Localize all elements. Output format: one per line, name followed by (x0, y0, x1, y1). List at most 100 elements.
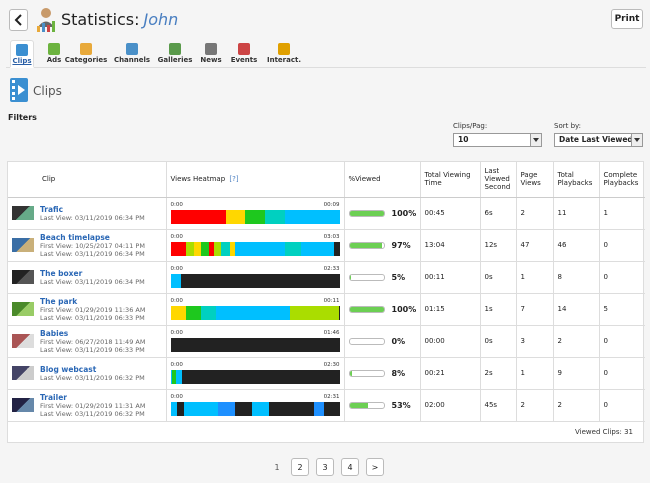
heatmap-cell: 0:00 02:30 (166, 357, 345, 390)
clip-name-link[interactable]: Babies (40, 328, 69, 338)
pct-viewed-fill (349, 306, 384, 312)
tab-icon (278, 43, 290, 55)
heatmap-end: 03:03 (323, 233, 340, 240)
heatmap-segment (217, 401, 235, 416)
heatmap-segment (170, 337, 340, 352)
clip-thumbnail[interactable] (12, 302, 34, 316)
header-complete-playbacks[interactable]: Complete Playbacks (599, 162, 645, 198)
pct-viewed-cell: 5% (344, 261, 421, 294)
clip-thumbnail[interactable] (12, 206, 34, 220)
total-playbacks: 8 (553, 261, 600, 294)
pct-viewed-cell: 100% (344, 197, 421, 230)
pct-viewed-fill (349, 274, 352, 280)
last-viewed-second: 6s (480, 197, 517, 230)
header-total-viewing-time[interactable]: Total Viewing Time (420, 162, 481, 198)
pct-viewed-fill (349, 370, 353, 376)
page-button[interactable]: 3 (316, 458, 334, 476)
clip-name-link[interactable]: The park (40, 296, 78, 306)
heatmap-segment (285, 241, 301, 256)
section-tabs: Clips Ads Categories Channels Galleries News E… (6, 40, 646, 68)
back-button[interactable] (9, 9, 28, 31)
table-row: Trafic Last View: 03/11/2019 06:34 PM 0:0… (8, 197, 645, 230)
print-button[interactable]: Print (611, 9, 643, 29)
tab-channels[interactable]: Channels (112, 40, 152, 68)
clip-cell: Trafic Last View: 03/11/2019 06:34 PM (8, 197, 167, 230)
clip-thumbnail[interactable] (12, 366, 34, 380)
sort-by-value: Date Last Viewed (559, 135, 633, 144)
tab-events[interactable]: Events (229, 40, 259, 68)
header-last-viewed-second[interactable]: Last Viewed Second (480, 162, 517, 198)
pct-viewed-track (348, 273, 385, 281)
tab-news[interactable]: News (199, 40, 223, 68)
page-button[interactable]: 4 (341, 458, 359, 476)
pct-viewed-track (348, 241, 385, 249)
heatmap-segment (290, 305, 340, 320)
clip-date: First View: 10/25/2017 04:11 PM (40, 241, 145, 250)
header-total-playbacks[interactable]: Total Playbacks (553, 162, 600, 198)
tab-galleries[interactable]: Galleries (156, 40, 194, 68)
tab-clips[interactable]: Clips (10, 40, 34, 68)
header-pct-viewed[interactable]: %Viewed (344, 162, 421, 198)
clip-date: Last View: 03/11/2019 06:34 PM (40, 277, 145, 286)
heatmap-segment (324, 401, 340, 416)
complete-playbacks: 0 (599, 325, 645, 358)
clip-name-link[interactable]: The boxer (40, 268, 83, 278)
total-playbacks: 2 (553, 389, 600, 422)
tab-icon (48, 43, 60, 55)
header-clip[interactable]: Clip (8, 162, 167, 198)
views-heatmap-bar (170, 337, 340, 352)
clips-film-icon (10, 78, 28, 102)
tab-label: Ads (46, 56, 62, 64)
heatmap-help-link[interactable]: [?] (229, 175, 239, 184)
filters-label: Filters (8, 113, 37, 122)
heatmap-start: 0:00 (170, 329, 183, 336)
clip-name-link[interactable]: Beach timelapse (40, 232, 110, 242)
heatmap-start: 0:00 (170, 233, 183, 240)
clip-thumbnail[interactable] (12, 334, 34, 348)
pct-viewed-track (348, 369, 385, 377)
chevron-left-icon (14, 14, 22, 26)
sort-by-select[interactable]: Date Last Viewed (554, 133, 643, 147)
tab-ads[interactable]: Ads (42, 40, 66, 68)
sort-by-label: Sort by: (554, 122, 582, 130)
header-page-views[interactable]: Page Views (516, 162, 554, 198)
total-viewing-time: 13:04 (420, 229, 481, 262)
heatmap-cell: 0:00 00:11 (166, 293, 345, 326)
heatmap-segment (182, 369, 340, 384)
clip-name-link[interactable]: Trailer (40, 392, 67, 402)
user-statistics-icon (37, 8, 55, 32)
tab-label: Clips (12, 57, 32, 65)
tab-icon (238, 43, 250, 55)
heatmap-end: 00:11 (323, 297, 340, 304)
clips-per-page-select[interactable]: 10 (453, 133, 542, 147)
total-viewing-time: 00:45 (420, 197, 481, 230)
heatmap-segment (170, 305, 186, 320)
clips-per-page-value: 10 (458, 135, 469, 144)
next-page-button[interactable]: > (366, 458, 384, 476)
clip-thumbnail[interactable] (12, 238, 34, 252)
views-heatmap-bar (170, 241, 340, 256)
pct-viewed-fill (349, 210, 384, 216)
total-viewing-time: 00:11 (420, 261, 481, 294)
clips-per-page-label: Clips/Pag: (453, 122, 488, 130)
tab-interact[interactable]: Interact. (266, 40, 302, 68)
heatmap-segment (234, 401, 252, 416)
pct-viewed-cell: 53% (344, 389, 421, 422)
tab-categories[interactable]: Categories (64, 40, 108, 68)
clip-name-link[interactable]: Blog webcast (40, 364, 97, 374)
complete-playbacks: 5 (599, 293, 645, 326)
clip-thumbnail[interactable] (12, 270, 34, 284)
heatmap-cell: 0:00 03:03 (166, 229, 345, 262)
heatmap-cell: 0:00 02:31 (166, 389, 345, 422)
total-viewing-time: 01:15 (420, 293, 481, 326)
views-heatmap-bar (170, 401, 340, 416)
clip-date: Last View: 03/11/2019 06:32 PM (40, 373, 145, 382)
clip-date: Last View: 03/11/2019 06:34 PM (40, 249, 145, 258)
clip-thumbnail[interactable] (12, 398, 34, 412)
page-button[interactable]: 2 (291, 458, 309, 476)
heatmap-segment (251, 401, 269, 416)
complete-playbacks: 0 (599, 261, 645, 294)
clip-name-link[interactable]: Trafic (40, 204, 64, 214)
last-viewed-second: 0s (480, 261, 517, 294)
heatmap-segment (170, 209, 227, 224)
